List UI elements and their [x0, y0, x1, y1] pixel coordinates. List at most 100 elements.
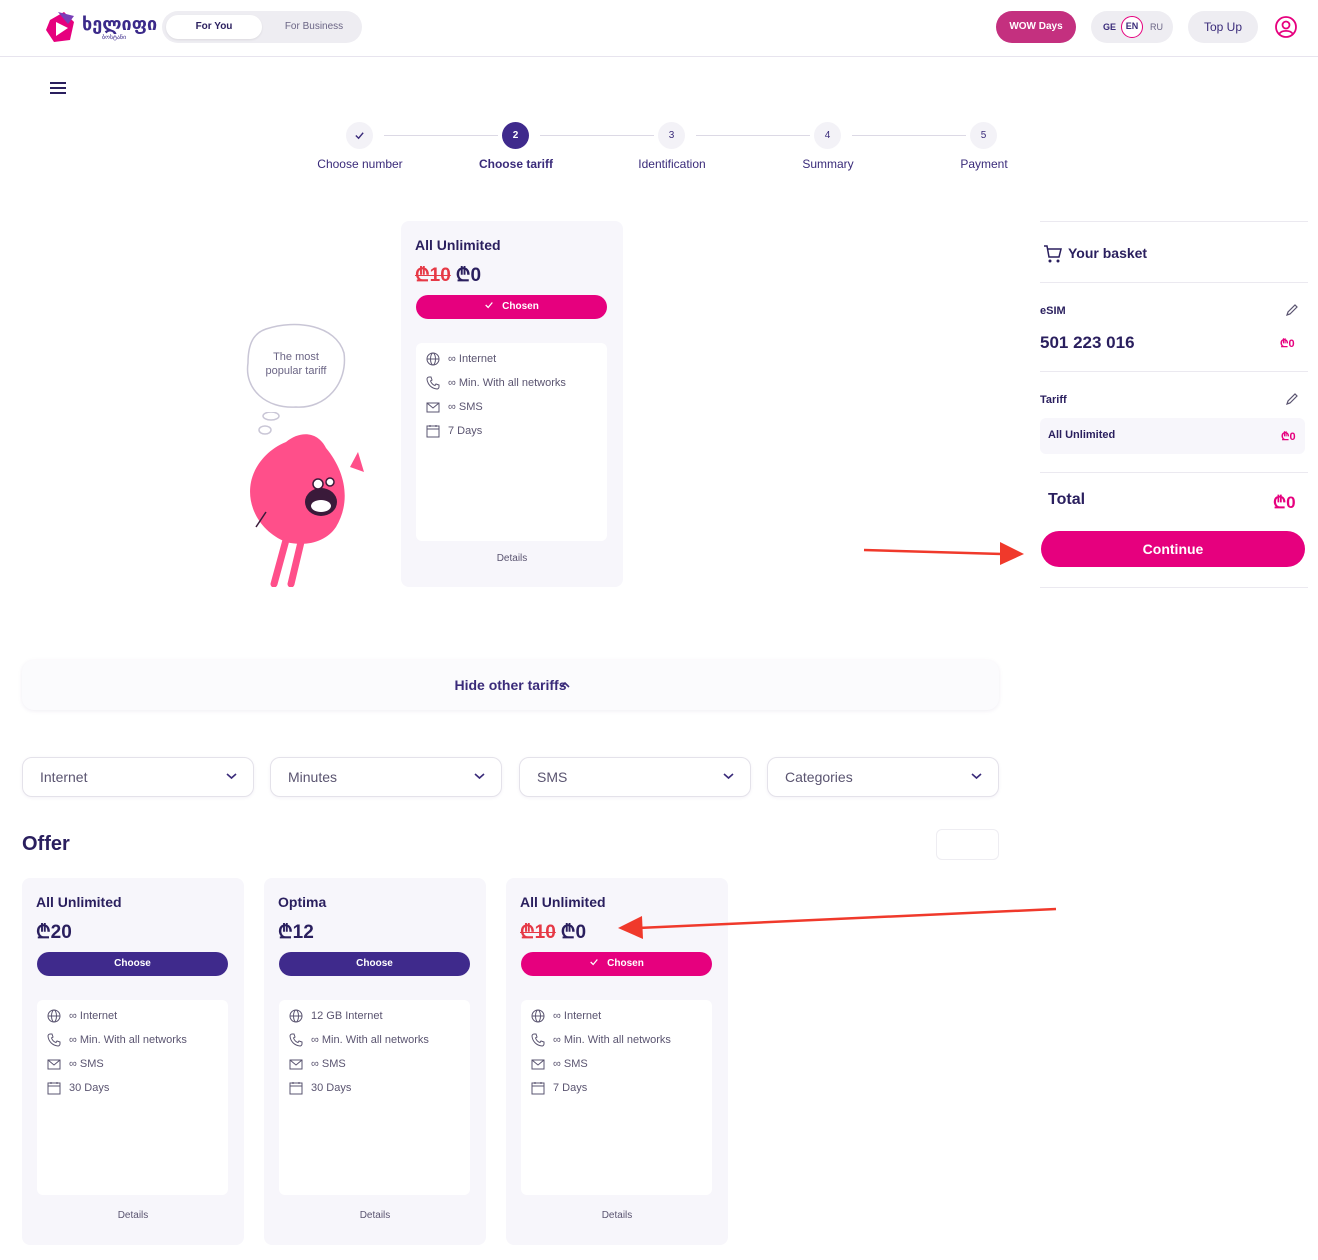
tariff-price: ₾12 — [278, 922, 314, 943]
filter-label: SMS — [537, 769, 568, 785]
globe-icon — [531, 1009, 545, 1023]
edit-pencil-icon[interactable] — [1285, 303, 1299, 317]
bubble-line-2: popular tariff — [265, 365, 327, 377]
details-link[interactable]: Details — [359, 1210, 391, 1221]
esim-label: eSIM — [1040, 305, 1066, 317]
tariff-label: Tariff — [1040, 394, 1067, 406]
hamburger-menu-icon[interactable] — [50, 82, 66, 94]
tariff-row-price: ₾0 — [1281, 431, 1296, 443]
globe-icon — [47, 1009, 61, 1023]
cart-icon — [1044, 245, 1062, 263]
bubble-line-1: The most — [273, 351, 319, 363]
number-price: ₾0 — [1280, 338, 1295, 350]
step-connector — [852, 135, 966, 136]
details-link[interactable]: Details — [601, 1210, 633, 1221]
feature-text: 7 Days — [448, 425, 483, 437]
wow-days-button[interactable]: WOW Days — [996, 11, 1076, 43]
chevron-down-icon — [226, 773, 237, 780]
divider — [1040, 221, 1308, 222]
chosen-label: Chosen — [502, 301, 539, 312]
mascot-illustration-icon — [250, 412, 364, 587]
feature-text: ∞ SMS — [69, 1058, 104, 1070]
filter-minutes[interactable]: Minutes — [270, 757, 502, 797]
filter-categories[interactable]: Categories — [767, 757, 999, 797]
feature-text: ∞ Min. With all networks — [553, 1034, 671, 1046]
selected-tariff-card: All Unlimited ₾10 ₾0 Chosen ∞ Internet ∞ … — [401, 221, 623, 587]
hide-label: Hide other tariffs — [454, 677, 567, 693]
user-profile-icon[interactable] — [1274, 15, 1298, 39]
phone-icon — [289, 1033, 303, 1047]
chevron-down-icon — [474, 773, 485, 780]
new-price: ₾0 — [455, 265, 482, 286]
tariff-name: Optima — [278, 894, 327, 910]
tariff-name: All Unlimited — [36, 894, 122, 910]
feature-text: 30 Days — [69, 1082, 110, 1094]
step-1-label: Choose number — [317, 157, 403, 171]
globe-icon — [289, 1009, 303, 1023]
details-link[interactable]: Details — [496, 553, 528, 564]
annotation-arrow-icon — [863, 542, 1024, 565]
envelope-icon — [531, 1059, 545, 1070]
continue-button[interactable]: Continue — [1041, 531, 1305, 567]
tariff-price: ₾20 — [36, 922, 72, 943]
basket-title: Your basket — [1068, 245, 1148, 261]
features-box: ∞ Internet ∞ Min. With all networks ∞ SM… — [416, 343, 607, 541]
step-5-label: Payment — [960, 157, 1008, 171]
new-price: ₾0 — [560, 922, 587, 943]
envelope-icon — [426, 402, 440, 413]
hide-other-tariffs-toggle[interactable]: Hide other tariffs — [22, 660, 999, 710]
audience-switch: For You For Business — [162, 11, 362, 43]
empty-toggle-box[interactable] — [936, 829, 999, 860]
divider — [1040, 472, 1308, 473]
filter-label: Minutes — [288, 769, 338, 785]
filter-sms[interactable]: SMS — [519, 757, 751, 797]
calendar-icon — [47, 1082, 61, 1095]
offer-card: All Unlimited ₾20 Choose ∞ Internet ∞ Mi… — [22, 878, 244, 1245]
phone-icon — [531, 1033, 545, 1047]
calendar-icon — [426, 425, 440, 438]
details-link[interactable]: Details — [117, 1210, 149, 1221]
chevron-up-icon — [560, 681, 570, 688]
choose-button[interactable]: Choose — [279, 952, 470, 976]
feature-text: 7 Days — [553, 1082, 588, 1094]
choose-button[interactable]: Choose — [37, 952, 228, 976]
chosen-label: Chosen — [607, 958, 644, 969]
tab-for-business[interactable]: For Business — [284, 21, 344, 32]
envelope-icon — [47, 1059, 61, 1070]
filter-label: Categories — [785, 769, 853, 785]
lang-ge[interactable]: GE — [1103, 22, 1117, 32]
feature-text: ∞ Min. With all networks — [311, 1034, 429, 1046]
feature-text: ∞ Min. With all networks — [69, 1034, 187, 1046]
tariff-name: All Unlimited — [520, 894, 606, 910]
lang-ru[interactable]: RU — [1150, 22, 1163, 32]
chosen-button[interactable]: Chosen — [416, 295, 607, 319]
logo-mark-icon — [46, 12, 74, 42]
feature-text: 12 GB Internet — [311, 1010, 383, 1022]
features-box: 12 GB Internet ∞ Min. With all networks … — [279, 1000, 470, 1195]
phone-icon — [426, 376, 440, 390]
filter-label: Internet — [40, 769, 88, 785]
offer-card-chosen: All Unlimited ₾10 ₾0 Chosen ∞ Internet ∞ … — [506, 878, 728, 1245]
step-2-label: Choose tariff — [478, 157, 553, 171]
lang-en[interactable]: EN — [1121, 16, 1143, 38]
tab-for-you[interactable]: For You — [166, 15, 262, 39]
filter-internet[interactable]: Internet — [22, 757, 254, 797]
logo-subtext: ბოსტანი — [102, 35, 127, 41]
annotation-arrow-icon — [618, 907, 1057, 939]
chevron-down-icon — [723, 773, 734, 780]
step-3-circle: 3 — [658, 122, 685, 149]
step-connector — [696, 135, 810, 136]
tariff-row: All Unlimited ₾0 — [1040, 418, 1305, 454]
step-3-label: Identification — [638, 157, 706, 171]
edit-pencil-icon[interactable] — [1285, 392, 1299, 406]
feature-text: 30 Days — [311, 1082, 352, 1094]
bubble-shape-icon — [246, 323, 346, 408]
top-up-button[interactable]: Top Up — [1188, 11, 1258, 43]
top-header: ხელიფი ბოსტანი For You For Business WOW … — [0, 0, 1318, 57]
brand-logo[interactable]: ხელიფი ბოსტანი — [44, 10, 157, 46]
feature-text: ∞ SMS — [311, 1058, 346, 1070]
chosen-button[interactable]: Chosen — [521, 952, 712, 976]
offer-section-title: Offer — [22, 833, 70, 855]
step-1-done[interactable] — [346, 122, 373, 149]
calendar-icon — [289, 1082, 303, 1095]
